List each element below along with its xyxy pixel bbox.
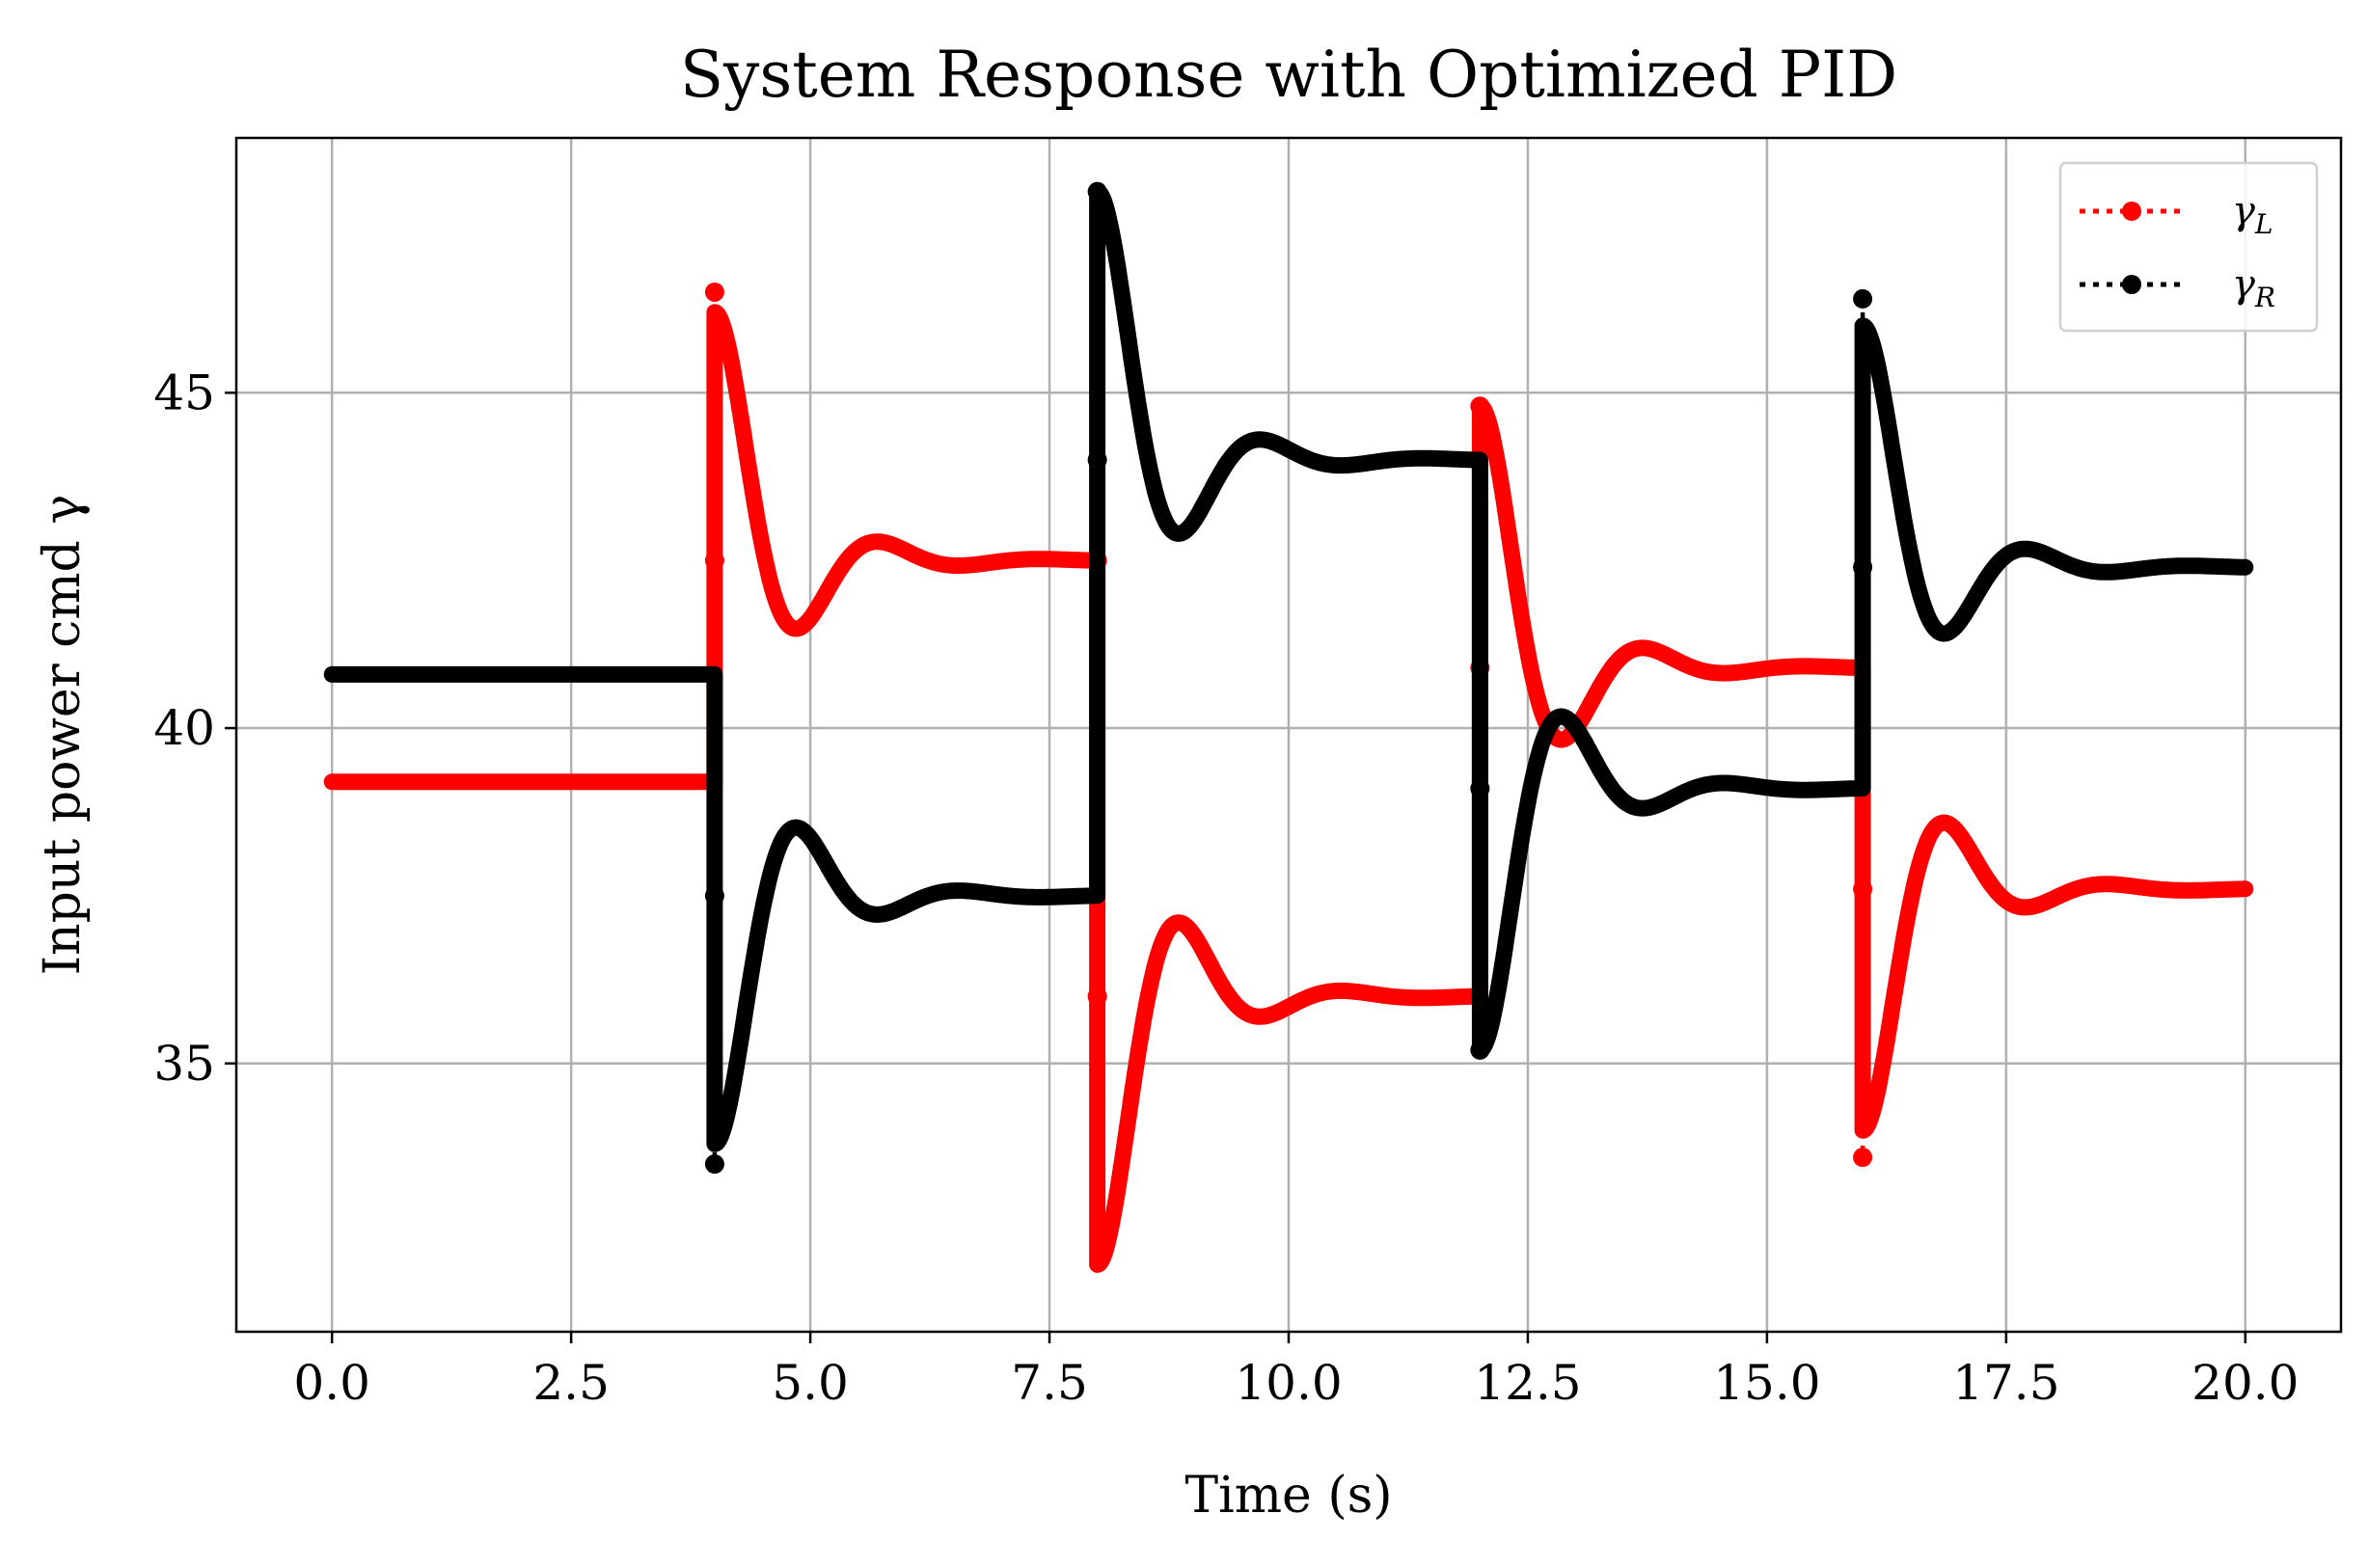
x-axis-label: Time (s) [1184,1467,1392,1525]
x-tick-label: 7.5 [1011,1355,1088,1411]
ticks: 0.0 2.5 5.0 7.5 10.0 12.5 15.0 17.5 20.0 35 40 45 [153,365,2299,1411]
legend-label: γR [2232,262,2275,313]
jump-marker [1087,181,1107,202]
jump-marker [1087,987,1107,1007]
jump-marker [704,551,724,571]
x-tick-label: 2.5 [532,1355,610,1411]
x-tick-label: 0.0 [293,1355,370,1411]
jump-marker [1853,557,1873,578]
x-tick-label: 12.5 [1474,1355,1581,1411]
legend-marker [2122,202,2141,221]
jump-marker [1853,1148,1873,1168]
grid [236,138,2341,1332]
jump-marker [1470,396,1490,417]
x-tick-label: 5.0 [772,1355,849,1411]
y-axis-label: Input power cmd γ [34,495,92,976]
jump-marker [704,282,724,302]
legend-marker [2122,275,2141,294]
series-line [323,183,2254,1152]
x-tick-label: 15.0 [1713,1355,1820,1411]
jump-marker [1853,288,1873,309]
y-tick-label: 35 [153,1036,215,1092]
jump-marker [1470,1040,1490,1060]
jump-marker [1470,778,1490,798]
jump-marker [1087,449,1107,470]
legend-item: γR [2080,262,2275,313]
legend-item: γL [2080,189,2273,240]
y-tick-label: 45 [153,365,215,420]
series-gamma-r [323,181,2254,1175]
jump-marker [704,885,724,906]
x-tick-label: 10.0 [1235,1355,1342,1411]
jump-marker [704,1154,724,1175]
legend: γL γR [2058,161,2319,333]
chart-title: System Response with Optimized PID [680,38,1897,112]
x-tick-label: 17.5 [1952,1355,2059,1411]
legend-label: γL [2232,189,2273,240]
series-line [323,304,2254,1273]
x-tick-label: 20.0 [2191,1355,2299,1411]
y-tick-label: 40 [153,700,215,756]
jump-marker [1853,879,1873,899]
legend-box [2058,161,2319,333]
series-layer [323,181,2254,1273]
